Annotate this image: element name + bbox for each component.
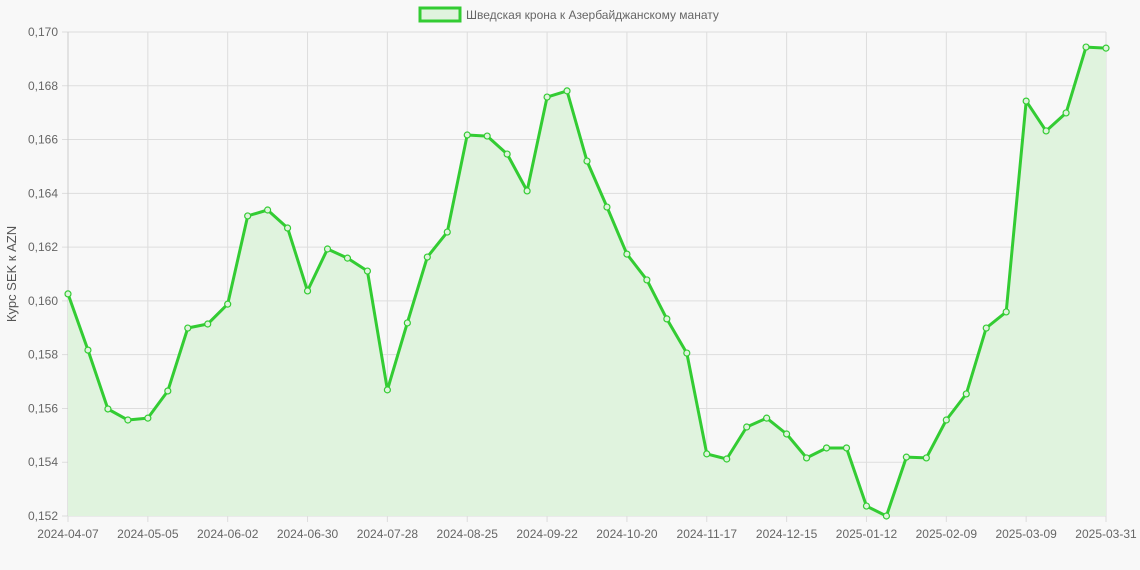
data-point[interactable] [723, 455, 731, 463]
x-tick-label: 2024-09-22 [516, 527, 578, 541]
data-point[interactable] [842, 444, 851, 452]
data-point[interactable] [942, 416, 950, 424]
data-point[interactable] [264, 206, 272, 214]
y-tick-label: 0,156 [28, 401, 58, 415]
data-point[interactable] [802, 454, 811, 462]
x-tick-label: 2024-08-25 [437, 527, 499, 541]
y-tick-label: 0,158 [28, 348, 58, 362]
data-point[interactable] [224, 300, 232, 308]
data-point[interactable] [603, 203, 611, 211]
data-point[interactable] [822, 444, 831, 452]
data-point[interactable] [1102, 44, 1110, 52]
data-point[interactable] [303, 287, 312, 295]
data-point[interactable] [563, 87, 571, 95]
y-tick-label: 0,160 [28, 294, 58, 308]
data-point[interactable] [703, 450, 711, 458]
data-point[interactable] [663, 315, 671, 323]
data-point[interactable] [1022, 97, 1030, 105]
data-point[interactable] [283, 224, 292, 232]
data-point[interactable] [583, 157, 591, 165]
x-tick-label: 2025-03-31 [1075, 527, 1137, 541]
data-point[interactable] [144, 414, 152, 422]
data-point[interactable] [982, 324, 990, 332]
data-point[interactable] [323, 245, 332, 253]
data-point[interactable] [1062, 109, 1070, 117]
x-tick-label: 2024-04-07 [37, 527, 99, 541]
data-point[interactable] [463, 131, 471, 139]
data-point[interactable] [643, 276, 651, 284]
y-tick-label: 0,168 [28, 79, 58, 93]
data-point[interactable] [523, 187, 531, 195]
data-point[interactable] [403, 319, 411, 327]
data-point[interactable] [204, 320, 212, 328]
y-tick-label: 0,162 [28, 240, 58, 254]
data-point[interactable] [783, 430, 791, 438]
x-tick-label: 2024-11-17 [677, 527, 738, 541]
series-points [64, 43, 1110, 520]
data-point[interactable] [184, 324, 192, 332]
x-tick-label: 2025-03-09 [995, 527, 1057, 541]
data-point[interactable] [244, 212, 252, 220]
y-tick-label: 0,154 [28, 455, 58, 469]
data-point[interactable] [763, 414, 771, 422]
x-tick-label: 2024-06-02 [197, 527, 259, 541]
series-area [68, 47, 1106, 516]
data-point[interactable] [443, 228, 451, 236]
data-point[interactable] [1082, 43, 1090, 51]
data-point[interactable] [543, 93, 551, 101]
x-tick-label: 2024-12-15 [756, 527, 818, 541]
data-point[interactable] [483, 132, 491, 140]
data-point[interactable] [922, 454, 930, 462]
data-point[interactable] [862, 502, 871, 510]
data-point[interactable] [84, 346, 92, 354]
data-point[interactable] [104, 405, 112, 413]
legend-swatch[interactable] [418, 6, 462, 23]
data-point[interactable] [124, 416, 132, 424]
x-tick-label: 2024-07-28 [357, 527, 419, 541]
data-point[interactable] [1002, 308, 1010, 316]
legend[interactable]: Шведская крона к Азербайджанскому манату [418, 6, 719, 23]
y-tick-label: 0,164 [28, 186, 58, 200]
y-axis: 0,152 0,154 0,156 0,158 0,160 0,162 0,164 0,166… [28, 25, 58, 523]
data-point[interactable] [1042, 127, 1050, 135]
x-axis: 2024-04-07 2024-05-05 2024-06-02 2024-06-30… [37, 527, 1137, 541]
legend-label[interactable]: Шведская крона к Азербайджанскому манату [466, 8, 719, 22]
x-tick-label: 2025-02-09 [916, 527, 978, 541]
data-point[interactable] [683, 349, 691, 357]
data-point[interactable] [423, 253, 431, 261]
data-point[interactable] [363, 267, 372, 275]
data-point[interactable] [882, 512, 891, 520]
y-tick-label: 0,152 [28, 509, 58, 523]
x-tick-label: 2025-01-12 [836, 527, 898, 541]
data-point[interactable] [962, 390, 970, 398]
data-point[interactable] [743, 423, 751, 431]
data-point[interactable] [343, 254, 352, 262]
y-tick-label: 0,166 [28, 133, 58, 147]
x-tick-label: 2024-06-30 [277, 527, 339, 541]
data-point[interactable] [902, 453, 910, 461]
data-point[interactable] [623, 250, 631, 258]
data-point[interactable] [503, 150, 511, 158]
y-axis-label: Курс SEK к AZN [4, 226, 19, 322]
data-point[interactable] [383, 386, 391, 394]
x-tick-label: 2024-05-05 [117, 527, 179, 541]
data-point[interactable] [64, 290, 72, 298]
x-tick-label: 2024-10-20 [596, 527, 658, 541]
y-tick-label: 0,170 [28, 25, 58, 39]
data-point[interactable] [164, 387, 172, 395]
